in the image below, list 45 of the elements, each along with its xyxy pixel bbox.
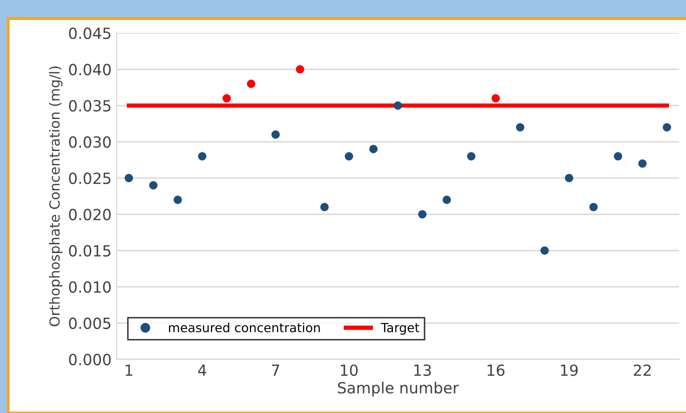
point bbox=[174, 196, 182, 204]
x-tick-label: 16 bbox=[488, 364, 504, 376]
point bbox=[564, 174, 574, 182]
y-tick-label: 0.040 bbox=[69, 64, 111, 76]
x-tick-label: 22 bbox=[634, 364, 651, 376]
y-tick-label: 0.000 bbox=[69, 354, 111, 366]
point bbox=[614, 152, 622, 160]
point bbox=[540, 246, 549, 255]
point bbox=[320, 202, 329, 212]
point bbox=[492, 94, 500, 102]
point bbox=[344, 152, 354, 160]
x-tick-label: 19 bbox=[561, 364, 578, 376]
y-tick-label: 0.005 bbox=[69, 318, 110, 330]
point bbox=[442, 196, 451, 204]
x-tick-label: 10 bbox=[340, 364, 358, 376]
x-axis-title: Sample number bbox=[338, 382, 459, 397]
y-tick-label: 0.025 bbox=[69, 172, 110, 184]
point bbox=[662, 123, 672, 132]
point bbox=[198, 152, 206, 160]
point bbox=[516, 123, 524, 132]
x-tick-label: 13 bbox=[414, 364, 431, 376]
point bbox=[296, 65, 304, 74]
legend-label: Target bbox=[380, 323, 420, 335]
point bbox=[638, 159, 647, 168]
point bbox=[222, 94, 231, 102]
point bbox=[394, 101, 402, 110]
point bbox=[246, 80, 256, 88]
y-axis-title: Orthophosphate Concentration (mg/l) bbox=[49, 66, 62, 326]
y-tick-label: 0.030 bbox=[69, 136, 111, 148]
y-tick-label: 0.045 bbox=[69, 28, 110, 40]
point bbox=[418, 210, 427, 218]
x-tick-label: 4 bbox=[198, 364, 206, 376]
legend-label: measured concentration bbox=[169, 322, 320, 332]
point bbox=[149, 181, 158, 190]
point bbox=[124, 174, 134, 182]
point bbox=[369, 144, 378, 154]
y-tick-label: 0.015 bbox=[69, 245, 110, 257]
point bbox=[271, 130, 280, 139]
y-tick-label: 0.010 bbox=[69, 281, 111, 293]
y-tick-label: 0.020 bbox=[69, 208, 111, 220]
x-tick-label: 7 bbox=[272, 364, 280, 376]
x-tick-label: 1 bbox=[126, 364, 132, 376]
point bbox=[467, 152, 476, 160]
point bbox=[589, 202, 598, 212]
y-tick-label: 0.035 bbox=[69, 100, 110, 112]
